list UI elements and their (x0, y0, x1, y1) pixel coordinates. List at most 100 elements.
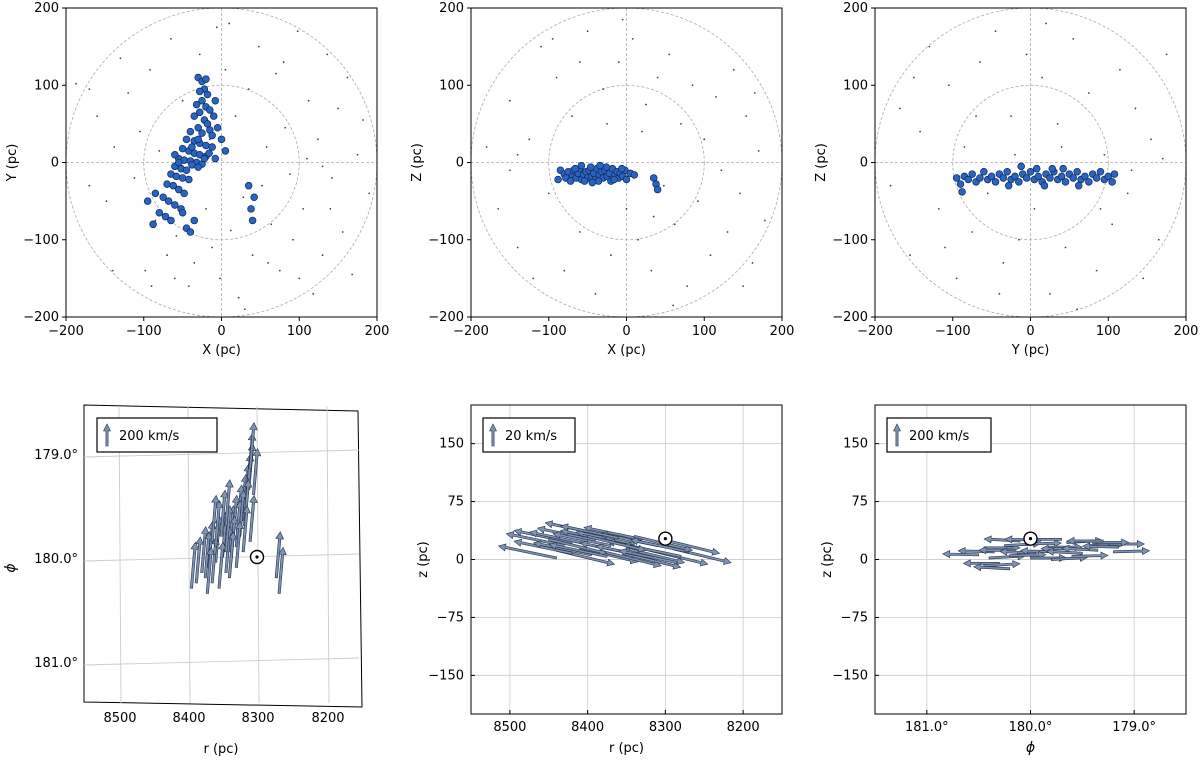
background-point (586, 30, 589, 33)
velocity-arrow (1004, 540, 1042, 549)
y-tick-label: 75 (851, 495, 868, 510)
background-point (532, 277, 535, 280)
x-tick-label: 180.0° (1009, 720, 1053, 735)
background-point (673, 223, 676, 226)
background-point (346, 76, 349, 79)
member-point (1074, 181, 1083, 190)
background-point (625, 207, 628, 210)
velocity-arrow (1113, 547, 1151, 556)
background-point (296, 30, 299, 33)
y-tick-label: −100 (428, 233, 464, 248)
member-point (169, 181, 178, 190)
x-tick-label: 8400 (571, 720, 604, 735)
background-point (243, 308, 246, 311)
background-point (211, 246, 214, 249)
x-tick-label: −100 (531, 324, 567, 339)
background-point (745, 115, 748, 118)
member-point (1069, 174, 1078, 182)
x-tick-label: 8200 (311, 711, 344, 726)
background-point (637, 238, 640, 241)
background-point (909, 254, 911, 257)
background-point (621, 18, 624, 21)
background-point (317, 138, 319, 141)
legend-box (482, 417, 576, 453)
y-tick-label: −150 (832, 668, 868, 683)
member-point (167, 216, 175, 225)
background-point (547, 192, 550, 195)
background-point (516, 153, 519, 156)
background-point (516, 246, 519, 249)
x-tick-label: 0 (217, 324, 225, 339)
background-point (563, 269, 566, 272)
background-point (133, 177, 136, 179)
axes-frame (83, 404, 363, 708)
member-point (200, 154, 209, 163)
background-point (1045, 22, 1047, 25)
x-tick-label: 100 (1096, 324, 1121, 339)
background-point (149, 68, 151, 71)
scatter-panel-1: −200−200 −100 −100 0 0 100 100 200 200 X (pc) Y (p… (5, 1, 389, 358)
background-point (368, 192, 371, 195)
velocity-arrow (497, 543, 558, 560)
velocity-arrow (252, 447, 262, 496)
sun-dot (663, 537, 667, 541)
member-point (1096, 168, 1105, 176)
velocity-arrow (227, 531, 238, 579)
y-axis-label: Z (pc) (410, 143, 425, 182)
member-point (198, 129, 206, 137)
velocity-arrow (241, 505, 251, 553)
background-point (111, 269, 114, 272)
background-point (631, 38, 634, 40)
member-point (1003, 168, 1011, 176)
member-point (202, 75, 210, 83)
member-point (213, 123, 222, 132)
member-point (161, 212, 170, 221)
background-point (1142, 277, 1145, 280)
member-point (178, 144, 187, 153)
member-point (247, 205, 255, 213)
background-point (337, 107, 340, 110)
y-tick-label: −200 (23, 310, 59, 325)
background-point (219, 277, 221, 280)
member-point (958, 188, 966, 196)
background-point (1157, 238, 1160, 241)
member-point (999, 174, 1008, 182)
velocity-arrow (583, 524, 643, 541)
x-tick-label: 179.0° (1112, 720, 1156, 735)
background-point (715, 95, 717, 98)
velocity-arrow (224, 479, 234, 527)
background-point (1014, 153, 1016, 156)
x-axis-label: Y (pc) (1011, 343, 1050, 358)
x-tick-label: −100 (126, 324, 162, 339)
background-point (234, 115, 237, 118)
y-tick-label: −200 (428, 310, 464, 325)
member-point (159, 193, 167, 202)
x-tick-label: 181.0° (905, 720, 949, 735)
background-point (606, 122, 608, 125)
member-point (1017, 162, 1025, 171)
member-point (991, 178, 1000, 186)
member-point (211, 154, 220, 163)
y-tick-label: −100 (23, 233, 59, 248)
member-point (622, 175, 631, 184)
background-point (912, 76, 915, 79)
background-point (96, 115, 98, 118)
background-point (1010, 115, 1012, 118)
background-point (215, 26, 218, 29)
member-point (577, 161, 586, 170)
velocity-arrow (103, 423, 111, 447)
member-point (1015, 178, 1023, 186)
background-point (170, 38, 172, 40)
background-point (127, 92, 130, 94)
member-point (143, 197, 152, 205)
y-tick-label: 100 (439, 78, 464, 93)
member-point (182, 166, 191, 174)
member-point (202, 141, 210, 150)
background-point (1002, 262, 1005, 264)
background-point (680, 122, 682, 125)
member-point (610, 175, 618, 184)
background-point (691, 84, 694, 87)
background-point (703, 138, 706, 141)
velocity-arrow (618, 548, 678, 565)
